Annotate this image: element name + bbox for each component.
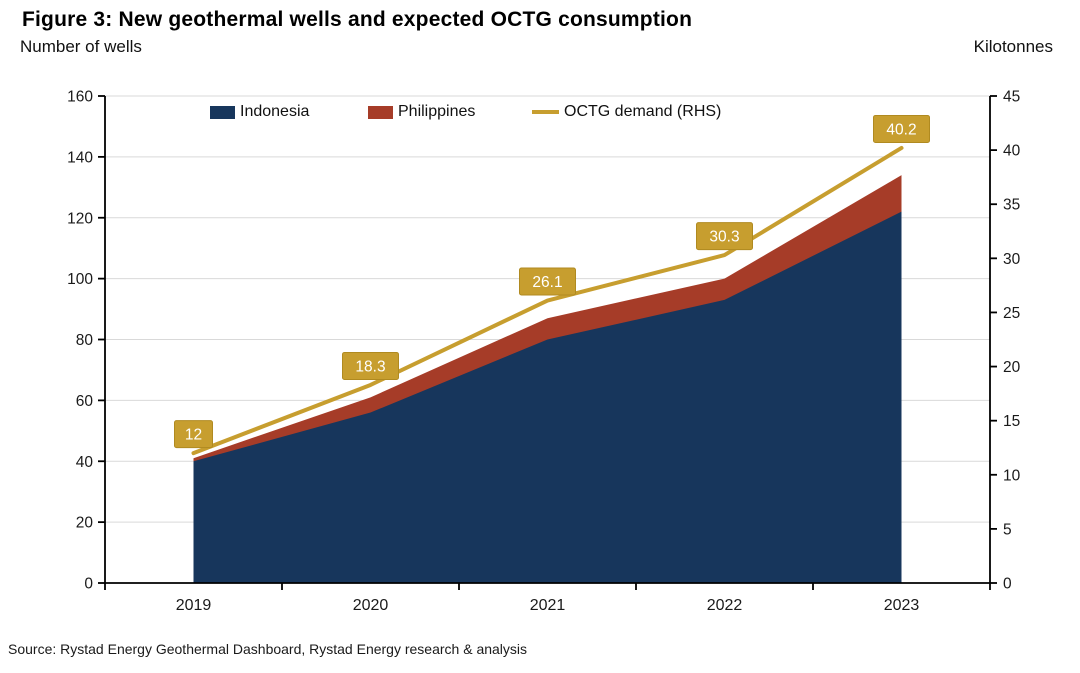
svg-text:5: 5 — [1003, 521, 1012, 538]
legend-item-philippines: Philippines — [368, 103, 475, 121]
legend-label: OCTG demand (RHS) — [564, 103, 722, 120]
svg-text:160: 160 — [67, 89, 93, 106]
svg-text:60: 60 — [76, 393, 94, 410]
svg-text:26.1: 26.1 — [532, 274, 562, 291]
svg-text:0: 0 — [84, 576, 93, 593]
legend-item-octg-demand: OCTG demand (RHS) — [532, 103, 721, 121]
right-axis-unit-label: Kilotonnes — [973, 37, 1053, 56]
tick-labels: 0 20 40 60 80 100 120 140 160 0 5 10 15 20 25 30 35 40 45 2… — [67, 89, 1020, 615]
data-labels: 12 18.3 26.1 30.3 40.2 — [174, 114, 930, 449]
chart-canvas: 0 20 40 60 80 100 120 140 160 0 5 10 15 20 25 30 35 40 45 2… — [67, 89, 1020, 615]
svg-text:2023: 2023 — [884, 597, 920, 614]
svg-text:18.3: 18.3 — [355, 358, 385, 375]
svg-text:0: 0 — [1003, 576, 1012, 593]
svg-text:45: 45 — [1003, 89, 1020, 106]
octg-demand-line — [191, 145, 904, 456]
svg-text:120: 120 — [67, 210, 93, 227]
area-indonesia — [193, 211, 902, 583]
chart-title: Figure 3: New geothermal wells and expec… — [22, 8, 693, 31]
chart-legend: Indonesia Philippines OCTG demand (RHS) — [0, 103, 1080, 123]
source-note: Source: Rystad Energy Geothermal Dashboa… — [8, 641, 528, 657]
svg-text:35: 35 — [1003, 197, 1020, 214]
legend-label: Philippines — [398, 103, 476, 120]
svg-text:80: 80 — [76, 332, 94, 349]
legend-label: Indonesia — [240, 103, 310, 120]
svg-text:12: 12 — [185, 427, 202, 444]
octg-line-swatch-icon — [532, 110, 559, 114]
svg-text:15: 15 — [1003, 413, 1020, 430]
svg-text:140: 140 — [67, 149, 93, 166]
svg-text:30: 30 — [1003, 251, 1021, 268]
svg-text:100: 100 — [67, 271, 93, 288]
svg-text:25: 25 — [1003, 305, 1020, 322]
svg-text:2020: 2020 — [353, 597, 389, 614]
chart-area: 0 20 40 60 80 100 120 140 160 0 5 10 15 20 25 30 35 40 45 2… — [0, 85, 1080, 625]
svg-text:40.2: 40.2 — [886, 121, 916, 138]
left-axis-unit-label: Number of wells — [20, 37, 142, 56]
svg-text:2022: 2022 — [707, 597, 743, 614]
svg-text:20: 20 — [1003, 359, 1021, 376]
svg-text:2019: 2019 — [176, 597, 212, 614]
svg-text:10: 10 — [1003, 467, 1021, 484]
indonesia-swatch-icon — [210, 105, 235, 119]
svg-text:30.3: 30.3 — [709, 229, 739, 246]
svg-text:2021: 2021 — [530, 597, 566, 614]
legend-item-indonesia: Indonesia — [210, 103, 309, 121]
svg-text:40: 40 — [1003, 143, 1021, 160]
svg-text:40: 40 — [76, 454, 94, 471]
philippines-swatch-icon — [368, 105, 393, 119]
axes — [98, 95, 997, 590]
svg-text:20: 20 — [76, 515, 94, 532]
